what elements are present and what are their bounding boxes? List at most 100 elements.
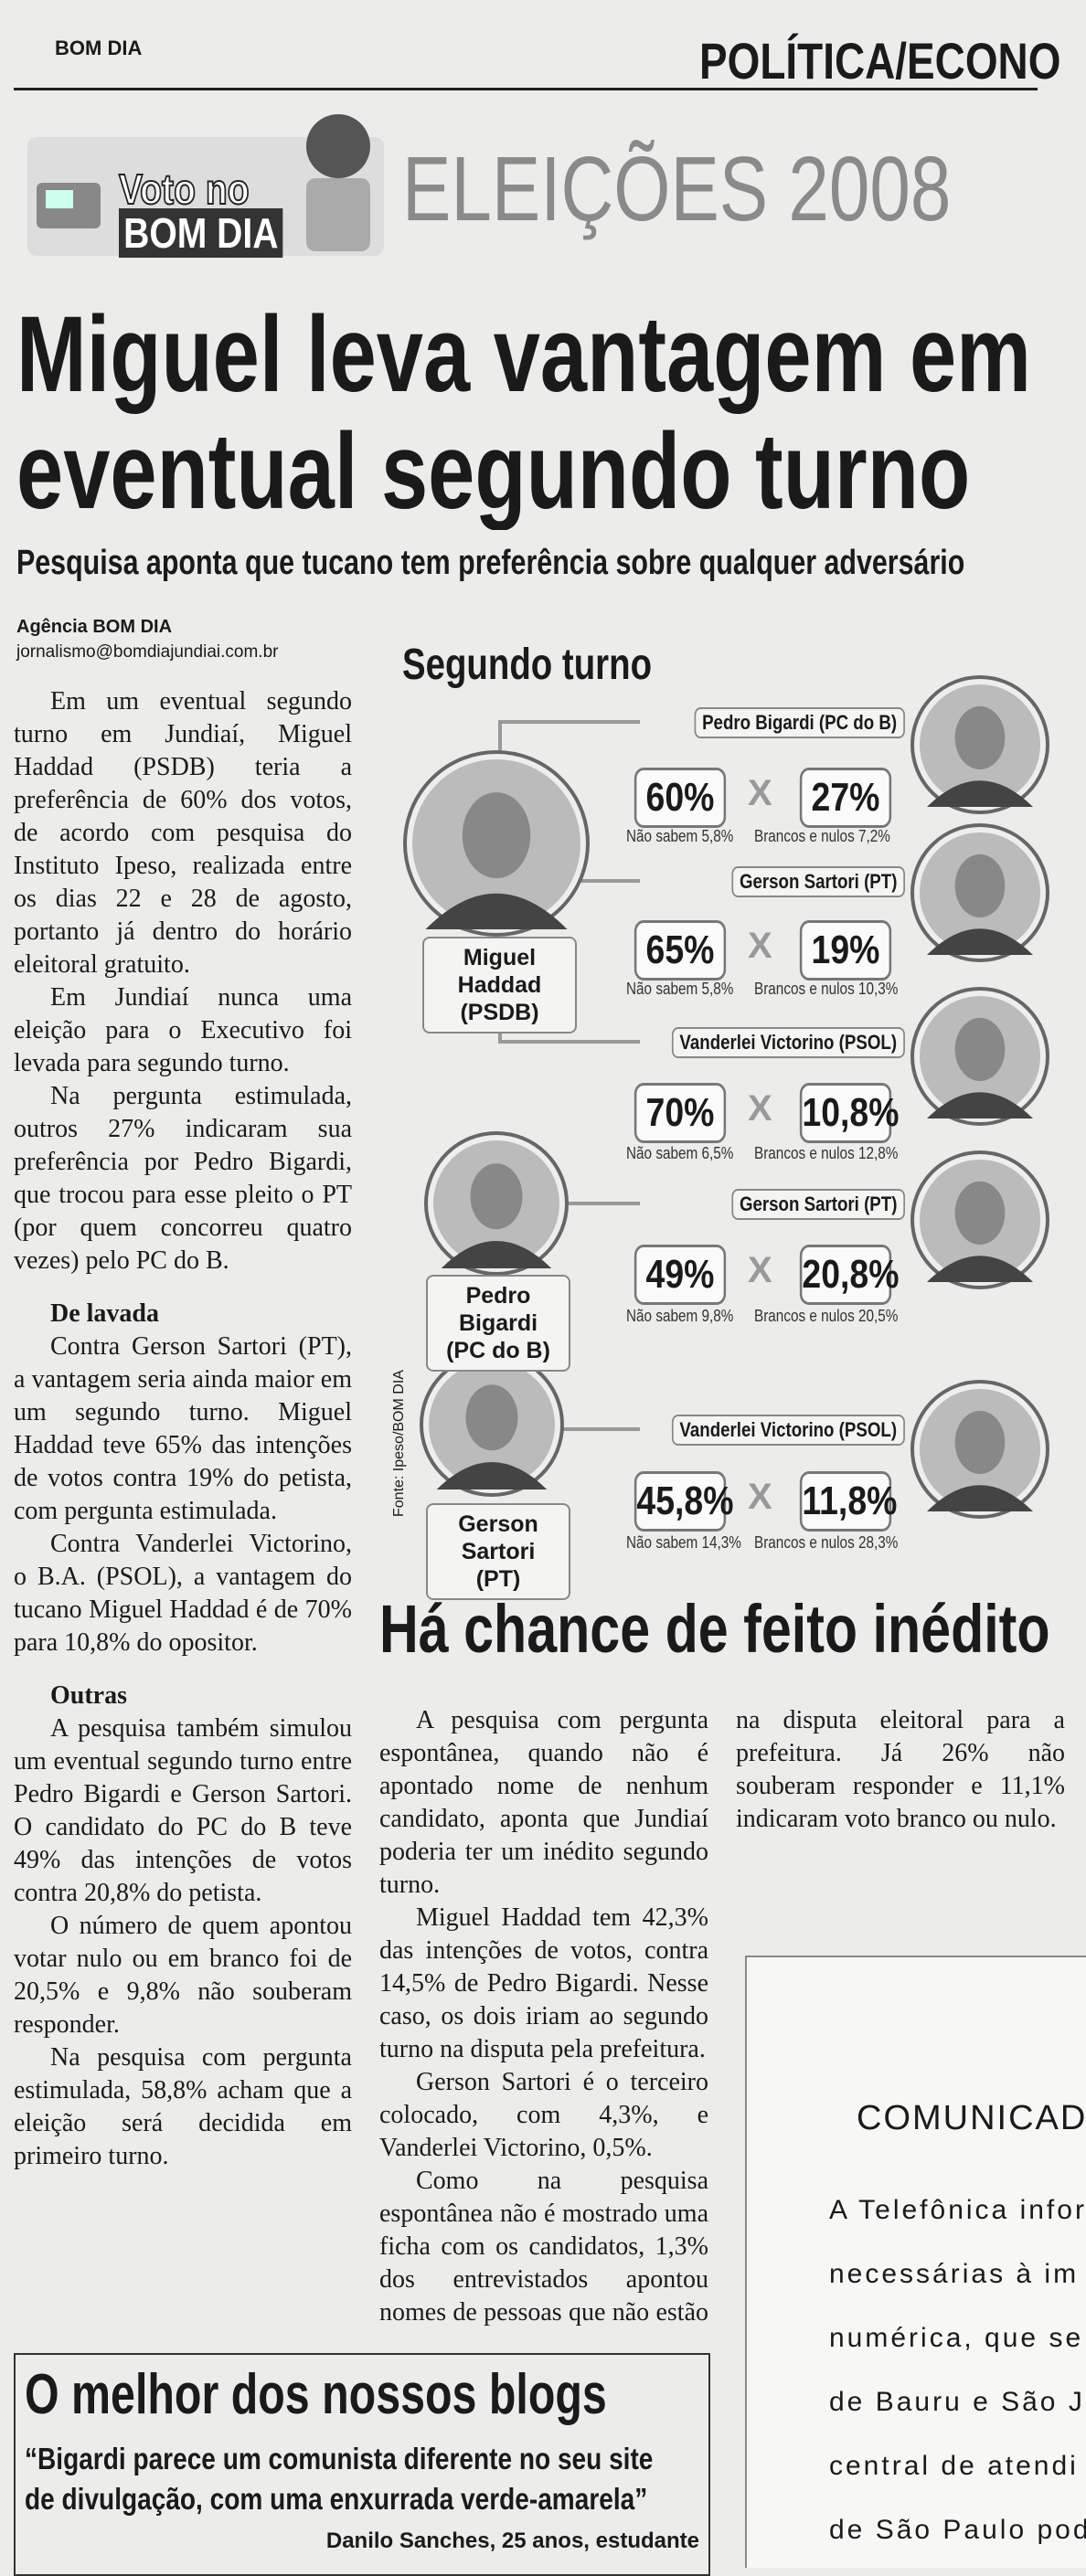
article2-headline: Há chance de feito inédito (379, 1591, 1050, 1667)
candidate-name: Miguel Haddad (457, 945, 542, 998)
banner: ELEIÇÕES 2008 (402, 138, 952, 240)
candidate-party: (PSDB) (460, 1000, 539, 1025)
percent-right: 20,8% (799, 1245, 899, 1305)
portrait-body (425, 893, 568, 929)
portrait (910, 675, 1049, 814)
portrait-face (954, 1410, 1006, 1474)
headline-wrap: Miguel leva vantagem em eventual segundo… (0, 292, 1086, 530)
percent-left: 60% (634, 768, 727, 828)
dont-know: Não sabem 9,8% (626, 1307, 734, 1325)
section-name: POLÍTICA/ECONO (699, 32, 1061, 90)
paragraph: A pesquisa com pergunta espontânea, quan… (379, 1706, 708, 1899)
ad-line: A Telefônica infor (829, 2195, 1086, 2225)
paragraph: Gerson Sartori é o terceiro colocado, co… (379, 2068, 708, 2162)
versus: X (748, 773, 772, 813)
portrait (910, 987, 1049, 1126)
ad-line: de Bauru e São Jo (829, 2387, 1086, 2417)
percent-left: 45,8% (634, 1471, 733, 1532)
portrait (420, 1352, 564, 1497)
portrait-face (954, 853, 1006, 917)
ad-line: de São Paulo pod (829, 2515, 1086, 2545)
portrait-face (954, 705, 1006, 769)
portrait-body (441, 1241, 552, 1268)
percent-right: 10,8% (799, 1083, 899, 1143)
blank-null: Brancos e nulos 28,3% (754, 1533, 899, 1552)
mascot (306, 114, 370, 251)
ad-box: COMUNICAD A Telefônica infor necessárias … (745, 1956, 1086, 2568)
portrait-face (470, 1163, 523, 1230)
portrait-face (954, 1017, 1006, 1081)
opponent-label: Vanderlei Victorino (PSOL) (672, 1027, 905, 1058)
paragraph: Como na pesquisa espontânea não é mostra… (379, 1706, 1065, 2327)
blog-title: O melhor dos nossos blogs (25, 2363, 607, 2426)
paragraph: O número de quem apontou votar nulo ou e… (14, 1912, 352, 2039)
opponent-label: Pedro Bigardi (PC do B) (695, 707, 905, 738)
byline-email: jornalismo@bomdiajundiai.com.br (16, 642, 279, 662)
header-rule (14, 88, 1038, 90)
paragraph: Na pergunta estimulada, outros 27% indic… (14, 1082, 352, 1275)
paragraph: Em um eventual segundo turno em Jundiaí,… (14, 687, 352, 979)
paper-name: BOM DIA (55, 37, 143, 59)
blank-null: Brancos e nulos 20,5% (754, 1307, 899, 1325)
logo-line1: Voto no (118, 164, 250, 214)
blog-box: O melhor dos nossos blogs “Bigardi parec… (14, 2353, 710, 2576)
versus: X (748, 1250, 772, 1290)
portrait (910, 1150, 1049, 1289)
blank-null: Brancos e nulos 10,3% (754, 980, 899, 998)
portrait-body (927, 780, 1033, 807)
portrait-body (436, 1462, 548, 1489)
source: Fonte: Ipeso/BOM DIA (391, 1370, 407, 1517)
candidate-name: Gerson Sartori (458, 1511, 538, 1564)
opponent-label: Vanderlei Victorino (PSOL) (672, 1415, 905, 1446)
versus: X (748, 1088, 772, 1129)
logo-box: Voto no BOM DIA (27, 114, 384, 258)
portrait (403, 750, 590, 937)
candidate-name: Pedro Bigardi (458, 1283, 538, 1336)
ballot-icon (37, 183, 101, 228)
article-column: Em um eventual segundo turno em Jundiaí,… (14, 685, 352, 2339)
ad-line: central de atendi (829, 2451, 1079, 2481)
percent-right: 27% (799, 768, 892, 828)
portrait (910, 823, 1049, 962)
percent-left: 49% (634, 1245, 727, 1305)
portrait (910, 1380, 1049, 1519)
percent-right: 19% (799, 920, 892, 981)
paragraph: A pesquisa também simulou um eventual se… (14, 1714, 352, 1907)
infographic-title: Segundo turno (402, 641, 653, 689)
portrait-body (927, 928, 1033, 955)
candidate-party: (PC do B) (446, 1338, 550, 1363)
portrait-face (462, 792, 531, 879)
opponent-label: Gerson Sartori (PT) (731, 1189, 905, 1220)
candidate-label: Pedro Bigardi (PC do B) (426, 1275, 570, 1372)
opponent-label: Gerson Sartori (PT) (731, 866, 905, 897)
portrait-face (954, 1181, 1006, 1245)
logo-line2: BOM DIA (119, 208, 283, 258)
blog-quote: “Bigardi parece um comunista diferente n… (25, 2442, 654, 2516)
paragraph: Na pesquisa com pergunta estimulada, 58,… (14, 2043, 352, 2170)
percent-left: 65% (634, 920, 727, 981)
paragraph: Miguel Haddad tem 42,3% das intenções de… (379, 1903, 708, 2063)
article2-body: A pesquisa com pergunta espontânea, quan… (379, 1704, 1065, 2339)
paragraph: Contra Gerson Sartori (PT), a vantagem s… (14, 1332, 352, 1525)
blog-author: Danilo Sanches, 25 anos, estudante (325, 2528, 699, 2553)
dont-know: Não sabem 14,3% (626, 1533, 741, 1552)
portrait-body (927, 1256, 1033, 1282)
dont-know: Não sabem 5,8% (626, 827, 734, 845)
subtitle: Pesquisa aponta que tucano tem preferênc… (16, 544, 965, 582)
versus: X (748, 1477, 772, 1517)
percent-left: 70% (634, 1083, 727, 1143)
ad-line: necessárias à im (829, 2259, 1080, 2289)
candidate-party: (PT) (475, 1566, 521, 1592)
ad-line: numérica, que se (829, 2323, 1084, 2353)
portrait-face (465, 1384, 518, 1451)
portrait (424, 1131, 569, 1276)
headline-line2: eventual segundo turno (16, 411, 971, 530)
paragraph: Contra Vanderlei Victorino, o B.A. (PSOL… (14, 1530, 352, 1657)
candidate-label: Gerson Sartori (PT) (426, 1503, 570, 1600)
paragraph: Em Jundiaí nunca uma eleição para o Exec… (14, 983, 352, 1077)
subhead: De lavada (50, 1299, 159, 1328)
headline-line1: Miguel leva vantagem em (16, 294, 1032, 415)
dont-know: Não sabem 6,5% (626, 1144, 734, 1162)
portrait-body (927, 1485, 1033, 1511)
